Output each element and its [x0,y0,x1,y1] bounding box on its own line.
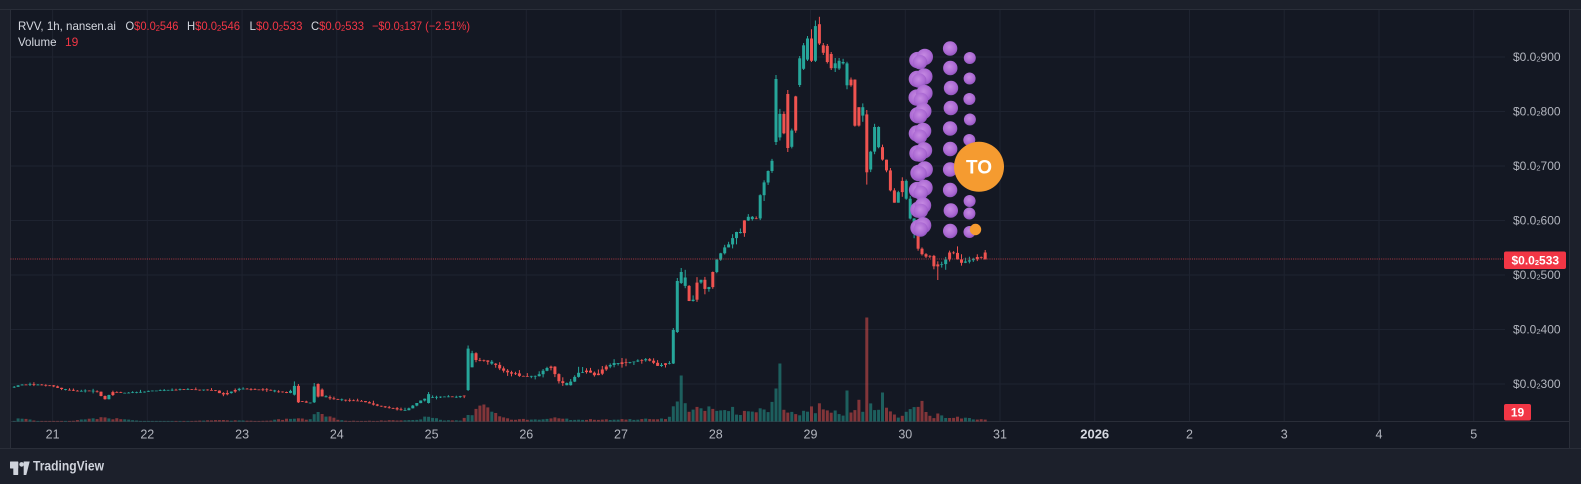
svg-text:$0.02500: $0.02500 [1513,268,1561,282]
svg-text:H$0.02546: H$0.02546 [187,19,240,33]
svg-text:Volume: Volume [18,35,57,49]
svg-text:$0.02300: $0.02300 [1513,377,1561,391]
svg-text:26: 26 [519,428,533,442]
svg-text:31: 31 [993,428,1007,442]
svg-text:27: 27 [614,428,628,442]
svg-text:22: 22 [140,428,154,442]
svg-text:4: 4 [1376,428,1383,442]
svg-text:TradingView: TradingView [33,459,104,474]
svg-text:23: 23 [235,428,249,442]
svg-text:O$0.02546: O$0.02546 [126,19,179,33]
svg-text:$0.02533: $0.02533 [1512,254,1560,268]
svg-text:24: 24 [330,428,344,442]
svg-text:19: 19 [65,35,79,49]
svg-text:21: 21 [46,428,60,442]
svg-text:C$0.02533: C$0.02533 [311,19,364,33]
svg-text:2: 2 [1186,428,1193,442]
svg-text:30: 30 [898,428,912,442]
svg-text:3: 3 [1281,428,1288,442]
svg-text:5: 5 [1470,428,1477,442]
svg-text:19: 19 [1511,406,1525,420]
svg-text:29: 29 [804,428,818,442]
svg-text:−$0.03137 (−2.51%): −$0.03137 (−2.51%) [372,19,470,33]
svg-text:TO: TO [966,157,992,178]
svg-text:$0.02400: $0.02400 [1513,323,1561,337]
svg-text:RVV, 1h, nansen.ai: RVV, 1h, nansen.ai [18,19,116,33]
svg-text:$0.02600: $0.02600 [1513,214,1561,228]
svg-text:$0.02800: $0.02800 [1513,105,1561,119]
svg-text:2026: 2026 [1080,427,1109,442]
svg-text:L$0.02533: L$0.02533 [250,19,303,33]
svg-text:25: 25 [425,428,439,442]
svg-text:$0.02900: $0.02900 [1513,50,1561,64]
svg-text:28: 28 [709,428,723,442]
svg-text:$0.02700: $0.02700 [1513,159,1561,173]
